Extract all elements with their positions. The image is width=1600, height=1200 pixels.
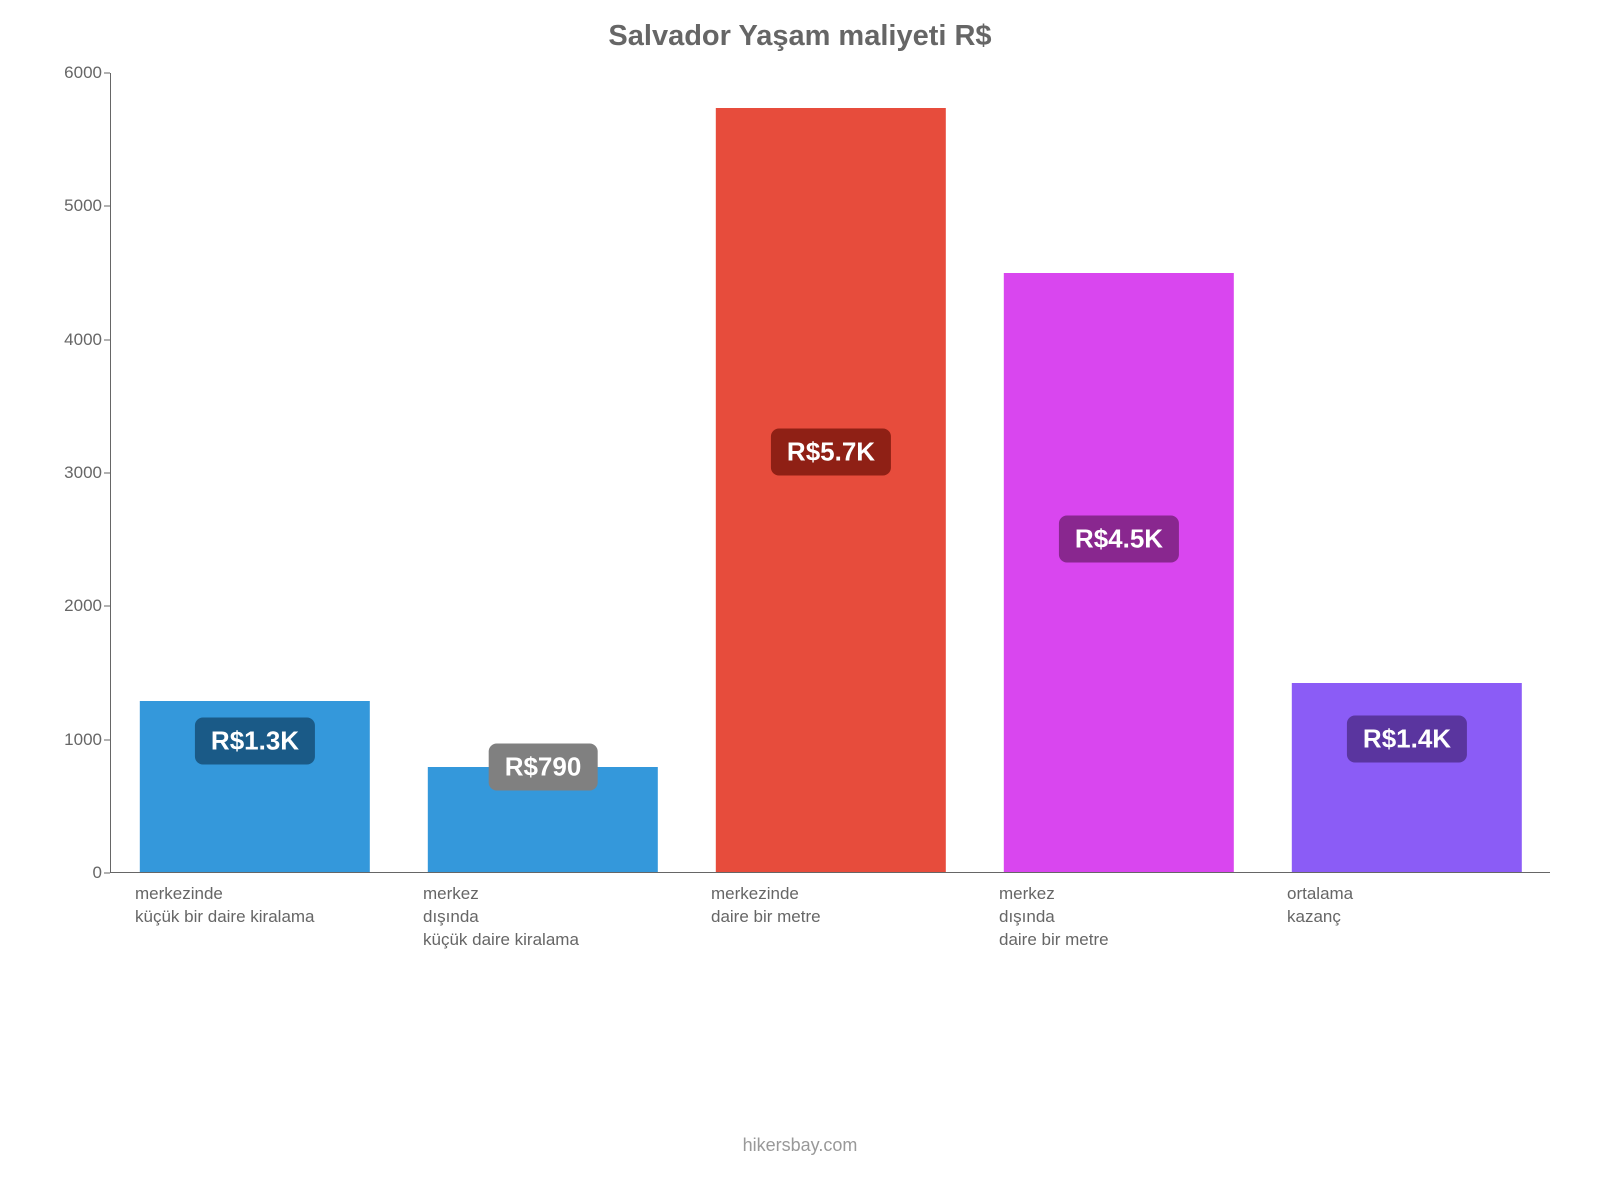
x-axis-category-label: ortalamakazanç [1262, 883, 1550, 952]
chart-container: R$1.3K R$790 R$5.7K R$4.5K R$1.4K 0 1000 2000 3… [30, 63, 1570, 1003]
value-badge: R$1.3K [195, 718, 315, 765]
x-axis-labels: merkezindeküçük bir daire kiralamamerkez… [110, 883, 1550, 952]
value-badge: R$4.5K [1059, 515, 1179, 562]
bar [1292, 683, 1522, 872]
y-axis-tick-mark [104, 339, 110, 340]
x-axis-category-label: merkezindeküçük bir daire kiralama [110, 883, 398, 952]
y-axis-tick-label: 6000 [42, 63, 102, 83]
bar [716, 108, 946, 872]
y-axis-tick-label: 3000 [42, 463, 102, 483]
y-axis-tick-mark [104, 473, 110, 474]
y-axis-tick-label: 1000 [42, 730, 102, 750]
value-badge: R$790 [489, 743, 598, 790]
y-axis-tick-mark [104, 739, 110, 740]
y-axis-tick-label: 4000 [42, 330, 102, 350]
plot-area: R$1.3K R$790 R$5.7K R$4.5K R$1.4K [110, 73, 1550, 873]
y-axis-tick-mark [104, 206, 110, 207]
x-axis-category-label: merkezindedaire bir metre [686, 883, 974, 952]
y-axis-tick-mark [104, 873, 110, 874]
chart-title: Salvador Yaşam maliyeti R$ [608, 20, 991, 53]
y-axis-tick-mark [104, 606, 110, 607]
value-badge: R$5.7K [771, 429, 891, 476]
value-badge: R$1.4K [1347, 715, 1467, 762]
y-axis-tick-label: 5000 [42, 196, 102, 216]
attribution-text: hikersbay.com [0, 1135, 1600, 1156]
x-axis-category-label: merkezdışındaküçük daire kiralama [398, 883, 686, 952]
y-axis-tick-label: 0 [42, 863, 102, 883]
x-axis-category-label: merkezdışındadaire bir metre [974, 883, 1262, 952]
y-axis-tick-label: 2000 [42, 596, 102, 616]
bar [1004, 273, 1234, 872]
y-axis-tick-mark [104, 73, 110, 74]
